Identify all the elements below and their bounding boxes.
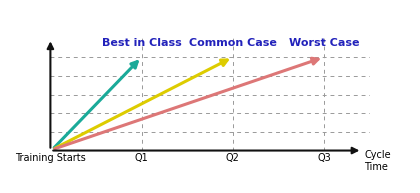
Text: Best in Class: Best in Class (102, 38, 181, 48)
Text: Cycle
Time: Cycle Time (364, 150, 391, 172)
Text: Common Case: Common Case (189, 38, 277, 48)
Text: Worst Case: Worst Case (289, 38, 359, 48)
